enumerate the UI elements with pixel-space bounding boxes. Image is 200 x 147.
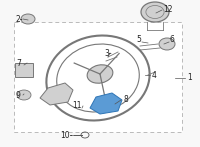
Text: 3-: 3- [104,49,112,57]
Ellipse shape [159,38,175,50]
Text: 1: 1 [187,74,192,82]
Text: 11: 11 [72,101,82,111]
Text: 2-: 2- [16,15,24,24]
FancyBboxPatch shape [14,22,182,132]
Text: 8: 8 [123,96,128,105]
Polygon shape [40,83,73,105]
Text: 12: 12 [163,5,172,15]
Ellipse shape [87,65,113,83]
Ellipse shape [17,90,31,100]
Text: 10-: 10- [60,131,72,140]
Ellipse shape [141,2,169,22]
Text: 7: 7 [16,59,21,67]
Text: 9: 9 [16,91,21,100]
FancyBboxPatch shape [15,63,33,77]
Polygon shape [90,93,122,114]
Text: 5: 5 [136,35,141,45]
Text: 6: 6 [170,35,175,45]
Text: 4: 4 [152,71,157,80]
Ellipse shape [21,14,35,24]
